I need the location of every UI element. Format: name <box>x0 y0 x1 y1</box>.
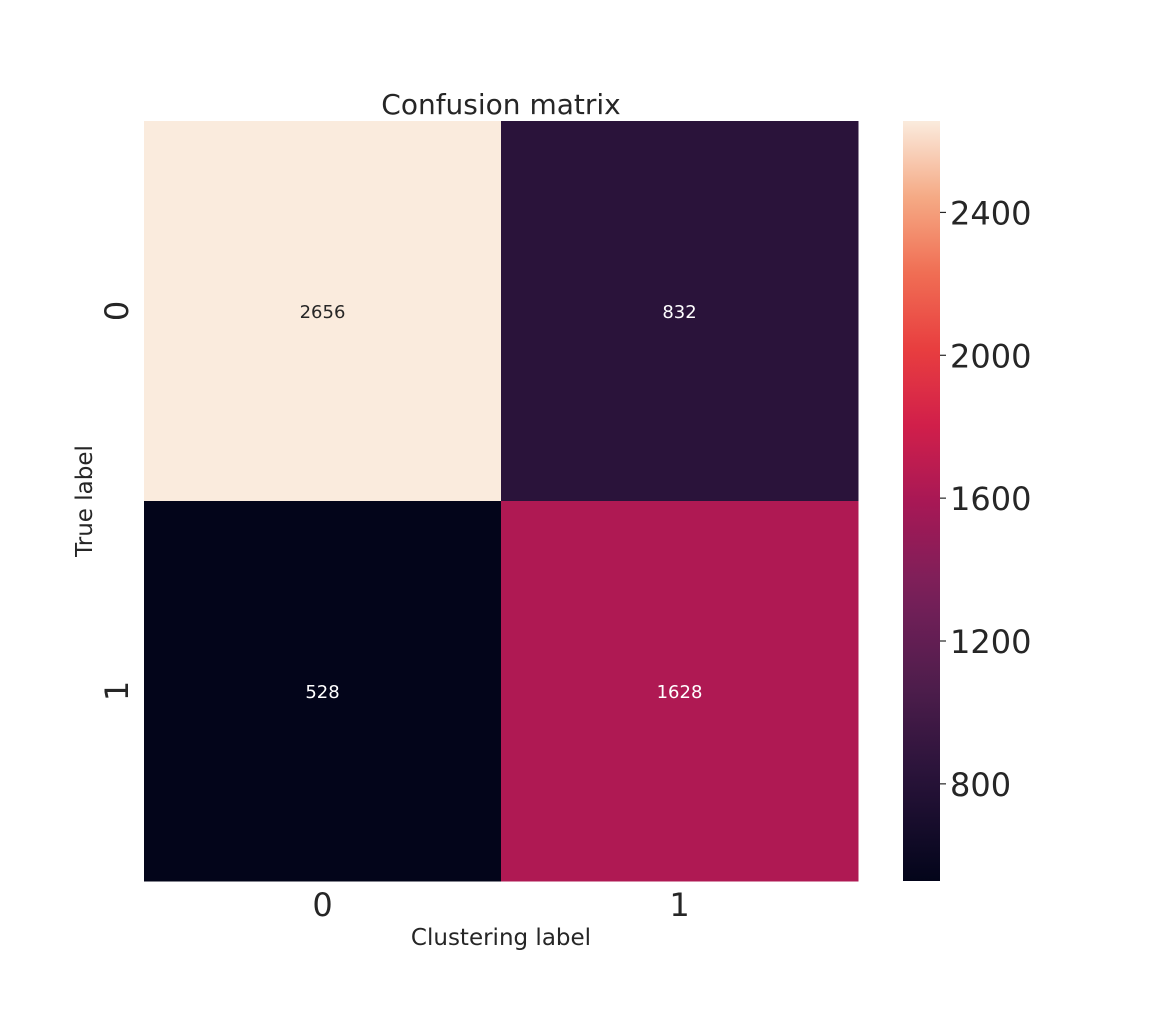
x-axis-title: Clustering label <box>411 925 591 951</box>
heatmap-cell <box>144 121 502 502</box>
cell-annotations: 2656 832 528 1628 <box>300 302 703 703</box>
colorbar-tick-label: 2400 <box>950 194 1031 232</box>
cell-annotation: 832 <box>662 302 696 323</box>
y-tick-label: 1 <box>98 681 136 701</box>
heatmap-cell <box>144 501 502 882</box>
y-axis-title: True label <box>72 445 98 558</box>
colorbar-ticks: 800 1200 1600 2000 2400 <box>940 194 1031 804</box>
chart-title: Confusion matrix <box>381 88 620 121</box>
x-tick-label: 0 <box>312 886 332 924</box>
colorbar-tick-label: 1200 <box>950 623 1031 661</box>
cell-annotation: 2656 <box>300 302 346 323</box>
heatmap-cell <box>501 121 859 502</box>
heatmap-cells <box>144 121 859 882</box>
cell-annotation: 528 <box>305 682 339 703</box>
colorbar-tick-label: 1600 <box>950 480 1031 518</box>
colorbar <box>903 121 940 881</box>
x-tick-label: 1 <box>669 886 689 924</box>
y-tick-labels: 01 <box>98 301 136 701</box>
colorbar-tick-label: 2000 <box>950 337 1031 375</box>
heatmap-cell <box>501 501 859 882</box>
y-tick-label: 0 <box>98 301 136 321</box>
cell-annotation: 1628 <box>657 682 703 703</box>
colorbar-tick-label: 800 <box>950 766 1011 804</box>
